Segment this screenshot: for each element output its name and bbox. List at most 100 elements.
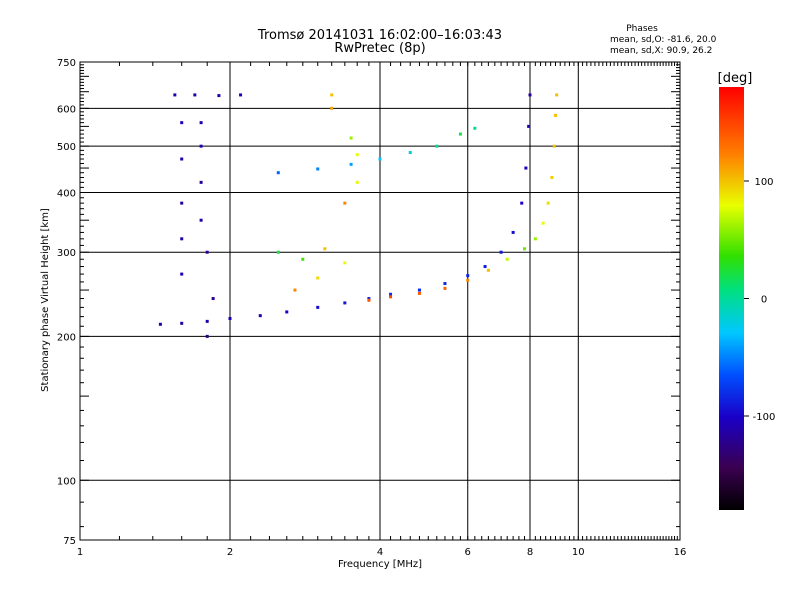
data-point <box>330 93 334 97</box>
data-point <box>443 282 447 286</box>
data-point <box>511 230 515 234</box>
y-tick-label: 750 <box>57 58 76 69</box>
x-tick-label: 1 <box>77 547 83 558</box>
data-point <box>193 93 197 97</box>
data-point <box>466 274 470 278</box>
y-axis-label: Stationary phase Virtual Height [km] <box>40 208 51 392</box>
x-tick-label: 10 <box>572 547 585 558</box>
data-point <box>316 167 320 171</box>
plot-area: 1 2 4 6 8 10 16 75 100 200 300 400 500 600 750 <box>57 58 686 558</box>
data-point <box>466 278 470 282</box>
chart-subtitle: RwPretec (8p) <box>334 41 425 56</box>
chart-titles: Tromsø 20141031 16:02:00–16:03:43 RwPret… <box>257 28 502 56</box>
data-point <box>258 314 262 318</box>
data-point <box>505 257 509 261</box>
data-point <box>417 288 421 292</box>
data-point <box>173 93 177 97</box>
data-point <box>349 136 353 140</box>
data-point <box>435 144 439 148</box>
colorbar-gradient <box>719 87 744 510</box>
data-point <box>528 93 532 97</box>
data-point <box>499 250 503 254</box>
data-point <box>205 334 209 338</box>
data-point <box>555 93 559 97</box>
data-point <box>205 319 209 323</box>
data-point <box>541 221 545 225</box>
data-point <box>355 180 359 184</box>
data-point <box>323 247 327 251</box>
data-point <box>527 124 531 128</box>
y-tick-label: 200 <box>57 332 76 343</box>
minor-ticks <box>80 62 681 540</box>
data-point <box>349 162 353 166</box>
data-point <box>552 144 556 148</box>
data-point <box>316 305 320 309</box>
data-point <box>330 106 334 110</box>
colorbar: [deg] 100 0 -100 <box>718 71 775 510</box>
data-point <box>205 250 209 254</box>
data-point <box>473 126 477 130</box>
x-tick-label: 2 <box>227 547 233 558</box>
data-point <box>533 237 537 241</box>
data-point <box>180 121 184 125</box>
data-point <box>367 297 371 301</box>
data-point <box>211 297 215 301</box>
data-point <box>343 261 347 265</box>
data-point <box>239 93 243 97</box>
colorbar-tick-label: 100 <box>754 177 773 188</box>
data-point <box>486 268 490 272</box>
data-point <box>417 291 421 295</box>
stats-line-o: mean, sd,O: -81.6, 20.0 <box>610 35 717 45</box>
data-point <box>199 218 203 222</box>
data-point <box>550 175 554 179</box>
y-tick-label: 600 <box>57 104 76 115</box>
data-point <box>378 157 382 161</box>
x-tick-label: 4 <box>377 547 383 558</box>
data-point <box>523 247 527 251</box>
y-tick-label: 500 <box>57 142 76 153</box>
stats-box: Phases mean, sd,O: -81.6, 20.0 mean, sd,… <box>610 24 717 56</box>
data-point <box>458 132 462 136</box>
data-point <box>524 166 528 170</box>
data-point <box>343 301 347 305</box>
data-point <box>301 257 305 261</box>
data-point <box>293 288 297 292</box>
data-point <box>367 298 371 302</box>
x-tick-label: 6 <box>465 547 471 558</box>
data-point <box>276 171 280 175</box>
data-point <box>199 180 203 184</box>
data-point <box>158 322 162 326</box>
data-point <box>228 316 232 320</box>
data-point <box>285 310 289 314</box>
data-point <box>553 113 557 117</box>
x-tick-label: 16 <box>674 547 687 558</box>
data-point <box>199 121 203 125</box>
data-point <box>180 157 184 161</box>
x-axis-label: Frequency [MHz] <box>338 559 422 570</box>
data-point <box>180 237 184 241</box>
data-point <box>343 201 347 205</box>
data-point <box>355 153 359 157</box>
data-point <box>276 250 280 254</box>
y-tick-label: 100 <box>57 476 76 487</box>
x-tick-labels: 1 2 4 6 8 10 16 <box>77 547 687 558</box>
data-point <box>483 265 487 269</box>
y-tick-label: 75 <box>63 536 76 547</box>
data-point <box>389 295 393 299</box>
grid-lines <box>80 62 680 540</box>
y-tick-label: 300 <box>57 248 76 259</box>
colorbar-tick-label: 0 <box>761 295 767 306</box>
stats-heading: Phases <box>626 24 658 34</box>
data-point <box>443 286 447 290</box>
data-point <box>217 94 221 98</box>
data-point <box>180 321 184 325</box>
data-point <box>180 272 184 276</box>
y-tick-labels: 75 100 200 300 400 500 600 750 <box>57 58 76 547</box>
data-point <box>389 292 393 296</box>
data-point <box>180 201 184 205</box>
chart-title: Tromsø 20141031 16:02:00–16:03:43 <box>257 28 502 43</box>
data-point <box>316 276 320 280</box>
colorbar-ticks: 100 0 -100 <box>744 177 775 423</box>
data-point <box>199 144 203 148</box>
